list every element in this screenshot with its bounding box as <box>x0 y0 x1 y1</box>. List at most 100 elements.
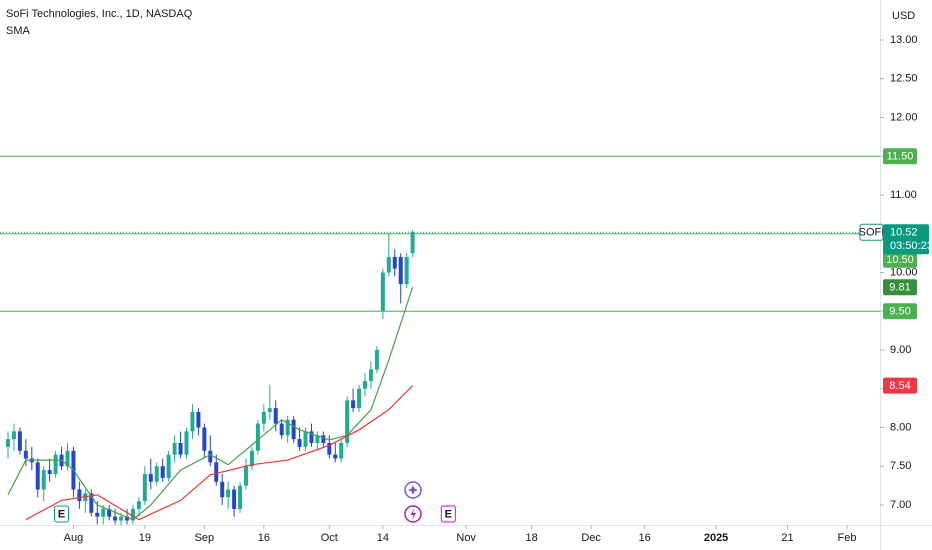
event-icon-glyph <box>410 508 416 520</box>
candle-body <box>255 423 260 451</box>
candle-body <box>142 474 147 502</box>
price-line-label-bg <box>883 148 917 165</box>
candle-body <box>148 474 153 482</box>
candle-body <box>261 412 266 424</box>
y-tick-label: 7.50 <box>890 460 911 472</box>
x-tick-label: 14 <box>377 532 389 544</box>
candle-body <box>154 466 159 482</box>
candle-body <box>351 400 356 409</box>
price-line-label: 10.50 <box>886 254 914 266</box>
x-tick-label: 16 <box>258 532 270 544</box>
event-label: E <box>445 508 452 520</box>
y-tick-label: 8.00 <box>890 421 911 433</box>
event-marker <box>440 505 456 523</box>
event-icons[interactable] <box>404 481 422 523</box>
candle-body <box>249 450 254 467</box>
candle-body <box>107 508 112 517</box>
candle-body <box>77 489 82 502</box>
candle-body <box>41 470 46 490</box>
candle-body <box>136 501 141 509</box>
sma-value-label-bg <box>883 279 917 296</box>
candle-body <box>232 489 237 509</box>
candle-body <box>202 427 207 451</box>
y-tick-label: 9.00 <box>890 344 911 356</box>
candle-body <box>214 462 219 482</box>
candle-body <box>392 256 397 269</box>
indicator-legend: SMA <box>6 25 31 37</box>
candle-body <box>315 435 320 444</box>
x-tick-label: 2025 <box>704 532 728 544</box>
candle-body <box>327 443 332 455</box>
candle-body <box>95 512 100 517</box>
candle-body <box>267 408 272 413</box>
candle-body <box>172 443 177 455</box>
candle-body <box>35 462 40 490</box>
candle-body <box>398 256 403 285</box>
candle-body <box>119 516 124 521</box>
candle-body <box>368 369 373 382</box>
candle-body <box>190 412 195 432</box>
candle-body <box>345 400 350 444</box>
y-tick-label: 11.00 <box>890 189 917 201</box>
candle-body <box>23 450 28 459</box>
chart-title: SoFi Technologies, Inc., 1D, NASDAQ <box>6 8 193 20</box>
x-tick-label: 21 <box>781 532 793 544</box>
y-tick-label: 10.00 <box>890 266 918 278</box>
event-marker <box>54 505 70 523</box>
candle-body <box>303 431 308 447</box>
current-price-bg <box>883 224 929 255</box>
candle-body <box>279 423 284 436</box>
candle-body <box>291 419 296 440</box>
y-tick-label: 12.50 <box>890 73 918 85</box>
sma-line <box>7 287 414 521</box>
y-tick-label: 7.00 <box>890 499 911 511</box>
candle-body <box>196 412 201 428</box>
candle-body <box>374 350 379 370</box>
candle-body <box>220 481 225 498</box>
x-tick-label: 18 <box>525 532 537 544</box>
event-label: E <box>58 508 65 520</box>
candle-body <box>160 466 165 478</box>
candle-body <box>321 435 326 444</box>
candle-body <box>101 508 106 517</box>
price-line-label: 11.50 <box>887 151 914 163</box>
current-price: 10.52 <box>890 227 918 239</box>
candle-body <box>178 443 183 455</box>
x-tick-label: Dec <box>581 532 601 544</box>
candle-body <box>410 232 415 254</box>
candle-body <box>166 454 171 478</box>
candle-body <box>226 489 231 498</box>
y-tick-label: 13.00 <box>890 34 918 46</box>
candle-body <box>17 431 22 451</box>
candle-body <box>113 516 118 521</box>
x-tick-label: Sep <box>195 532 215 544</box>
candle-body <box>11 431 16 440</box>
candle-body <box>339 443 344 459</box>
candle-body <box>208 450 213 463</box>
candle-body <box>89 493 94 513</box>
x-tick-label: Nov <box>456 532 476 544</box>
candle-body <box>130 508 135 521</box>
x-tick-label: Aug <box>64 532 84 544</box>
candle-body <box>53 454 58 475</box>
candle-body <box>5 439 10 447</box>
candle-body <box>297 439 302 447</box>
candle-body <box>47 470 52 475</box>
candle-body <box>244 466 249 486</box>
sma-value-label: 8.54 <box>889 380 910 392</box>
event-icon-glyph <box>408 485 418 495</box>
symbol-tag: SOFI <box>859 227 885 239</box>
y-tick-label: 12.00 <box>890 111 918 123</box>
candle-body <box>125 516 130 521</box>
candle-body <box>404 256 409 285</box>
candle-body <box>386 256 391 273</box>
x-tick-label: Oct <box>321 532 338 544</box>
candle-body <box>309 431 314 444</box>
candle-body <box>285 419 290 436</box>
countdown: 03:50:23 <box>890 240 932 252</box>
x-tick-label: 19 <box>139 532 151 544</box>
sma-value-label: 9.81 <box>889 282 910 294</box>
candle-body <box>380 272 385 312</box>
